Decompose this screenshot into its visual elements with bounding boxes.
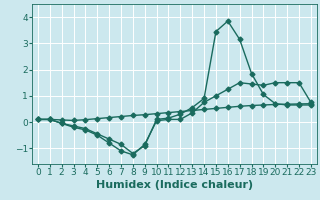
- X-axis label: Humidex (Indice chaleur): Humidex (Indice chaleur): [96, 180, 253, 190]
